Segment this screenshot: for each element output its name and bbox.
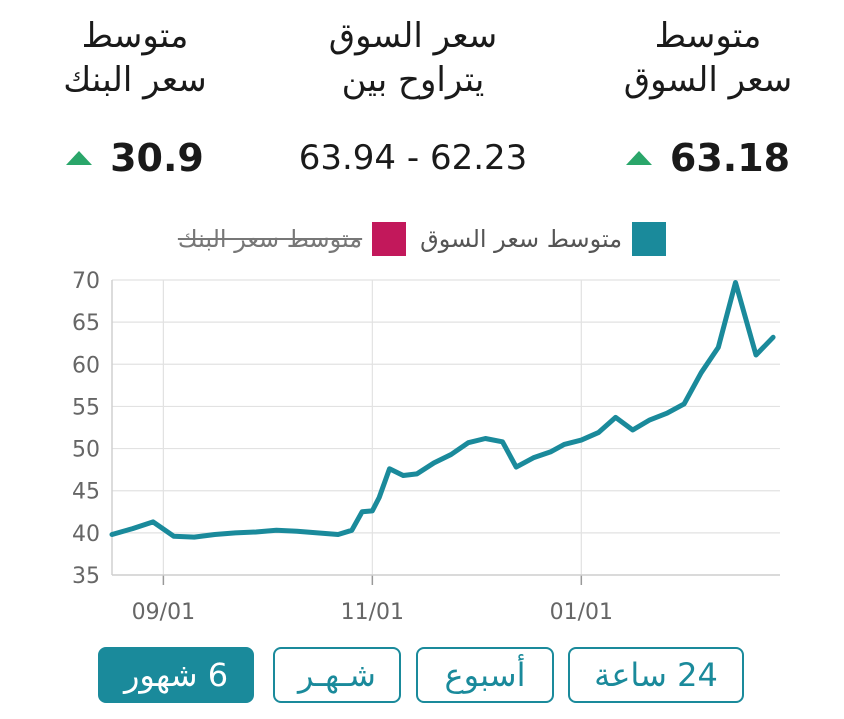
market-average-label-line1: متوسط [654,16,762,56]
data-point-market [614,415,618,419]
data-point-market [336,533,340,537]
data-point-market [579,438,583,442]
data-point-market [415,472,419,476]
data-point-market [192,535,196,539]
data-point-market [771,335,775,339]
x-tick-label: 09/01 [132,600,195,625]
data-point-market [466,441,470,445]
data-point-market [682,402,686,406]
y-tick-label: 35 [72,564,100,589]
trend-up-icon [625,151,652,165]
y-tick-label: 55 [72,395,100,420]
data-point-market [350,528,354,532]
bank-average-stat: متوسط سعر البنك 30.9 [30,14,240,180]
market-range-value-row: 63.94 - 62.23 [278,136,548,180]
y-tick-label: 65 [72,311,100,336]
data-point-market [548,450,552,454]
legend-label-market: متوسط سعر السوق [420,225,623,253]
data-point-market [401,474,405,478]
range-6months-button[interactable]: 6 شهور [98,647,254,703]
legend-item-bank[interactable]: متوسط سعر البنك [177,222,407,256]
range-month-button[interactable]: شـهـر [273,647,401,703]
data-point-market [316,531,320,535]
market-average-label: متوسط سعر السوق [588,14,828,102]
data-point-market [716,345,720,349]
data-point-market [733,281,737,285]
data-point-market [754,353,758,357]
market-average-stat: متوسط سعر السوق 63.18 [588,14,828,180]
market-range-label-line1: سعر السوق [328,16,498,56]
bank-average-value: 30.9 [110,136,204,180]
data-point-market [699,371,703,375]
data-point-market [483,436,487,440]
y-tick-label: 70 [72,269,100,294]
market-average-value: 63.18 [669,136,791,180]
data-point-market [377,495,381,499]
y-tick-label: 45 [72,480,100,505]
data-point-market [596,431,600,435]
trend-up-icon [66,151,93,165]
data-point-market [370,509,374,513]
x-tick-label: 01/01 [550,600,613,625]
data-point-market [274,528,278,532]
market-range-stat: سعر السوق يتراوح بين 63.94 - 62.23 [278,14,548,180]
data-point-market [514,465,518,469]
chart-legend: متوسط سعر السوق متوسط سعر البنك [0,222,844,256]
range-24h-button[interactable]: 24 ساعة [568,647,744,703]
bank-average-label: متوسط سعر البنك [30,14,240,102]
legend-item-market[interactable]: متوسط سعر السوق [420,222,667,256]
legend-label-bank: متوسط سعر البنك [177,225,363,253]
data-point-market [172,534,176,538]
data-point-market [254,530,258,534]
line-chart: 35 40 45 50 55 60 65 70 09/01 11/01 01/01 [72,269,780,625]
data-point-market [501,440,505,444]
data-point-market [449,452,453,456]
data-point-market [387,467,391,471]
series-line-market [109,280,776,540]
data-point-market [648,418,652,422]
data-point-market [631,428,635,432]
data-point-market [110,533,114,537]
y-tick-label: 60 [72,353,100,378]
data-point-market [432,461,436,465]
x-tick-label: 11/01 [341,600,404,625]
legend-swatch-bank [372,222,407,256]
range-week-button[interactable]: أسبوع [416,647,554,703]
data-point-market [131,527,135,531]
market-range-label: سعر السوق يتراوح بين [278,14,548,102]
bank-average-label-line1: متوسط [81,16,189,56]
data-point-market [213,533,217,537]
data-point-market [562,442,566,446]
data-point-market [151,520,155,524]
y-tick-label: 50 [72,438,100,463]
data-point-market [665,411,669,415]
data-point-market [360,510,364,514]
data-point-market [233,531,237,535]
market-average-value-row: 63.18 [588,136,828,180]
data-point-market [531,456,535,460]
market-range-label-line2: يتراوح بين [341,60,485,100]
bank-average-value-row: 30.9 [30,136,240,180]
market-average-label-line2: سعر السوق [623,60,793,100]
y-tick-label: 40 [72,522,100,547]
bank-average-label-line2: سعر البنك [63,60,207,100]
legend-swatch-market [632,222,667,256]
data-point-market [295,529,299,533]
market-range-value: 63.94 - 62.23 [298,138,528,178]
